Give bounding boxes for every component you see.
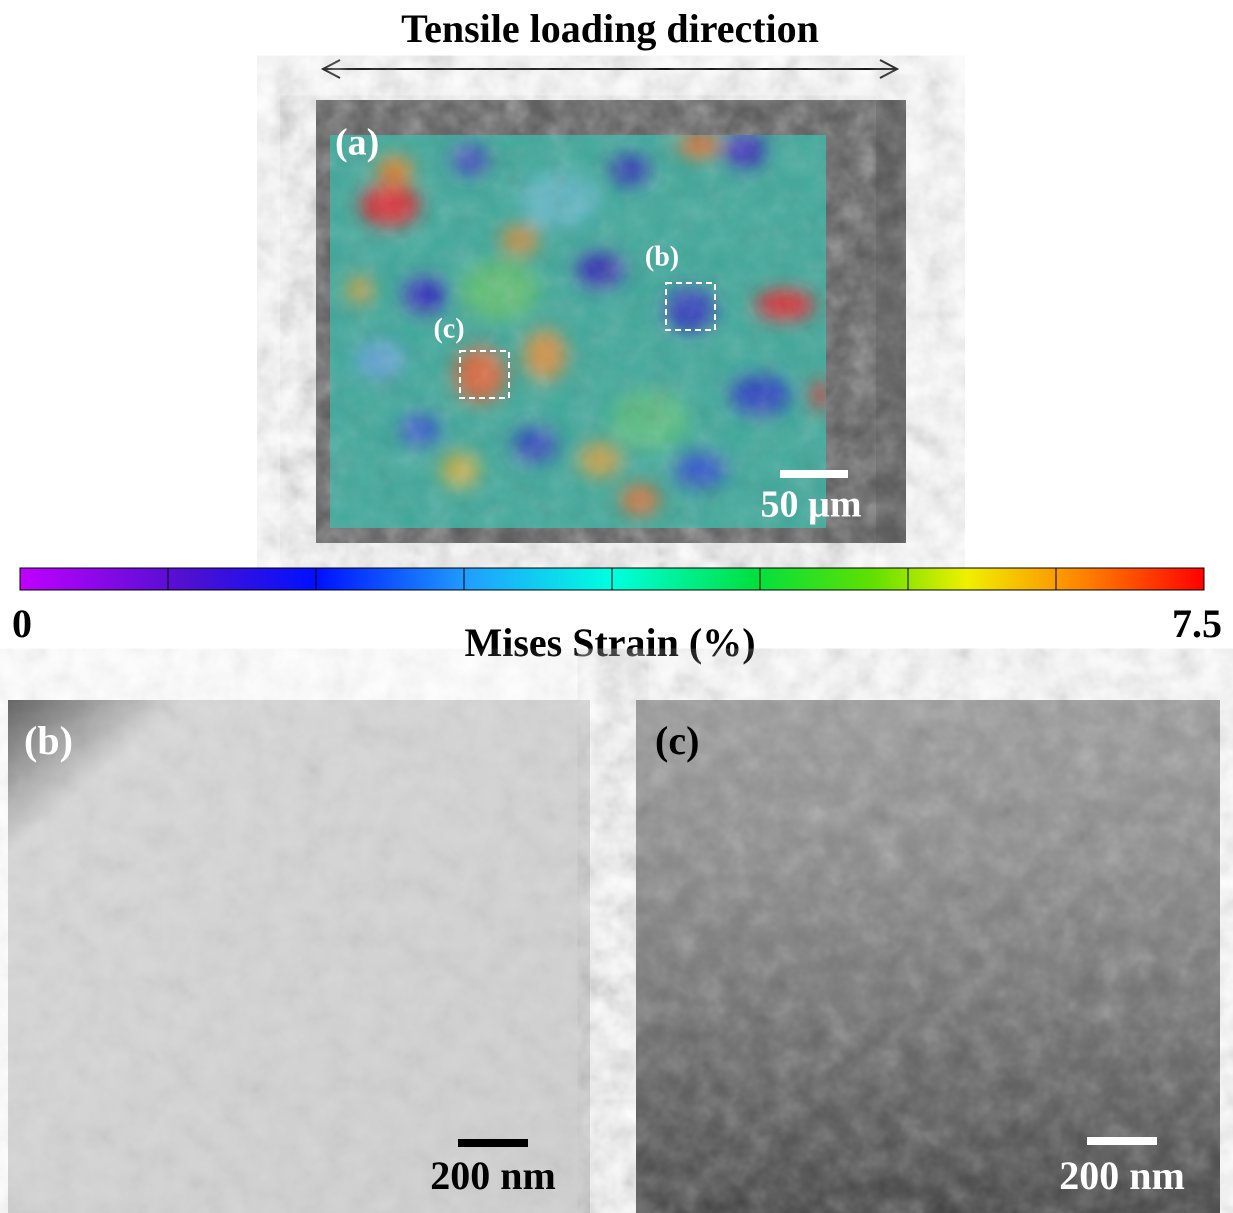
scale-bar-label: 200 nm	[430, 1153, 556, 1198]
panel-b: (b) 200 nm	[8, 700, 590, 1213]
scale-bar-label: 50 µm	[760, 484, 861, 526]
marker-label: (b)	[645, 241, 679, 272]
grain-overlay	[330, 135, 826, 528]
colorbar-label: Mises Strain (%)	[464, 620, 755, 665]
colorbar: 0 7.5 Mises Strain (%)	[12, 568, 1222, 665]
panel-a: (b) (c) (a) 50 µm	[316, 100, 906, 543]
panel-label: (b)	[24, 718, 73, 763]
panel-label: (a)	[335, 122, 379, 164]
double-arrow	[323, 60, 897, 78]
scale-bar	[1087, 1137, 1157, 1145]
scale-bar	[458, 1139, 528, 1147]
panel-c: (c) 200 nm	[636, 700, 1220, 1213]
colorbar-max: 7.5	[1172, 601, 1222, 646]
marker-label: (c)	[433, 313, 464, 344]
tem-texture	[8, 700, 590, 1213]
colorbar-min: 0	[12, 601, 32, 646]
figure: Tensile loading direction (b) (c) (a) 50…	[0, 0, 1233, 1213]
tem-texture	[636, 700, 1220, 1213]
scale-bar-label: 200 nm	[1059, 1153, 1185, 1198]
scale-bar	[780, 470, 848, 478]
title: Tensile loading direction	[401, 6, 819, 51]
panel-label: (c)	[655, 718, 699, 763]
